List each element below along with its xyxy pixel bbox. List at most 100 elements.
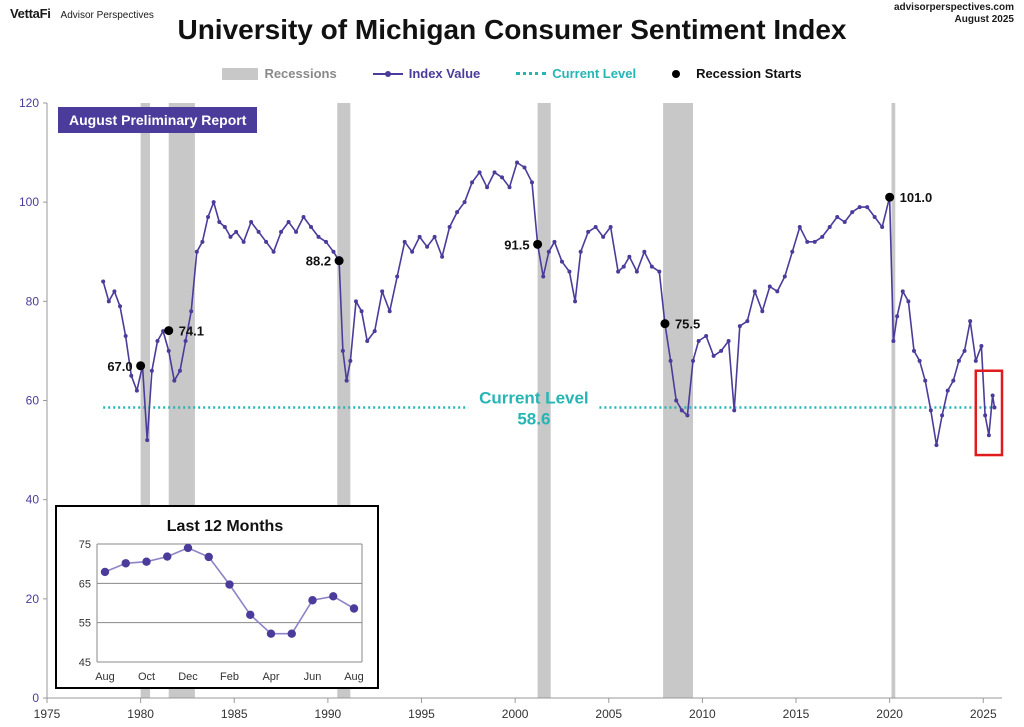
index-point — [986, 433, 991, 438]
index-point — [990, 393, 995, 398]
index-point — [906, 299, 911, 304]
y-tick-label: 100 — [19, 195, 39, 209]
index-point — [616, 269, 621, 274]
index-point — [279, 229, 284, 234]
index-point — [515, 160, 520, 165]
index-point — [696, 339, 701, 343]
index-point — [732, 408, 737, 413]
recession-start-marker — [334, 256, 344, 266]
index-point — [812, 239, 817, 244]
index-point — [172, 378, 177, 383]
index-point — [593, 224, 598, 229]
index-point — [979, 343, 984, 348]
index-point — [865, 205, 870, 210]
index-point — [546, 249, 551, 254]
recession-start-marker — [885, 192, 895, 202]
index-point — [353, 299, 358, 304]
recession-start-label: 75.5 — [675, 317, 700, 332]
inset-point — [121, 559, 130, 568]
inset-x-tick-label: Oct — [138, 671, 155, 683]
index-point — [745, 319, 750, 324]
index-point — [642, 249, 647, 254]
index-point — [183, 339, 188, 343]
brand-subtitle: Advisor Perspectives — [60, 10, 154, 21]
inset-point — [349, 604, 359, 613]
index-point — [228, 234, 233, 239]
y-tick-label: 0 — [32, 691, 39, 705]
inset-point — [183, 543, 193, 553]
index-point — [134, 388, 139, 393]
inset-y-tick-label: 55 — [79, 618, 91, 630]
index-point — [649, 264, 654, 269]
y-tick-label: 40 — [26, 493, 40, 507]
index-point — [106, 299, 111, 304]
index-point — [917, 358, 922, 363]
index-point — [331, 249, 336, 254]
index-point — [149, 368, 154, 373]
index-point — [529, 180, 534, 185]
x-tick-label: 2000 — [502, 707, 529, 721]
legend: Recessions Index Value Current Level Rec… — [0, 66, 1024, 81]
index-point — [586, 229, 591, 234]
x-tick-label: 1980 — [127, 707, 154, 721]
index-point — [790, 249, 795, 254]
index-point — [634, 269, 639, 274]
index-point — [432, 234, 437, 239]
index-point — [264, 239, 269, 244]
index-point — [222, 224, 227, 229]
recession-start-swatch — [672, 69, 681, 78]
x-tick-label: 1985 — [221, 707, 248, 721]
index-point — [679, 408, 684, 413]
index-point — [968, 319, 973, 324]
index-point — [900, 289, 905, 294]
index-point — [601, 234, 606, 239]
index-point — [940, 413, 945, 418]
index-point — [129, 373, 134, 378]
brand: VettaFi Advisor Perspectives — [10, 6, 154, 21]
index-point — [962, 348, 967, 353]
inset-x-tick-label: Jun — [304, 671, 322, 683]
index-point — [417, 234, 422, 239]
index-point — [309, 224, 314, 229]
index-point — [522, 165, 527, 170]
index-point — [691, 358, 696, 363]
index-point — [166, 348, 171, 353]
index-point — [578, 249, 583, 254]
legend-index-label: Index Value — [408, 66, 481, 81]
index-point — [842, 220, 847, 224]
index-point — [668, 358, 673, 363]
index-point — [685, 413, 690, 418]
index-point — [782, 274, 787, 279]
index-point — [704, 334, 709, 339]
recession-start-marker — [660, 319, 670, 329]
index-point — [256, 229, 261, 234]
index-point — [380, 289, 385, 294]
index-point — [440, 254, 445, 259]
index-point — [507, 185, 512, 190]
index-point — [316, 234, 321, 239]
index-point — [737, 324, 742, 329]
brand-logo: VettaFi — [10, 6, 51, 21]
index-point — [857, 205, 862, 210]
y-tick-label: 120 — [19, 96, 39, 110]
index-point — [726, 339, 731, 343]
index-point — [118, 304, 123, 309]
index-point — [934, 443, 939, 448]
index-point — [992, 405, 997, 410]
inset-x-tick-label: Feb — [220, 671, 239, 683]
index-point — [194, 249, 199, 254]
index-point — [359, 309, 364, 314]
index-point — [850, 210, 855, 215]
index-point — [492, 170, 497, 175]
inset-point — [329, 592, 338, 601]
index-point — [951, 378, 956, 383]
index-point — [249, 220, 254, 224]
index-point — [177, 368, 182, 373]
inset-point — [287, 629, 296, 638]
recession-start-label: 91.5 — [504, 237, 529, 252]
index-point — [872, 215, 877, 220]
current-level-value: 58.6 — [517, 409, 550, 428]
inset-x-tick-label: Apr — [262, 671, 279, 683]
index-point — [711, 353, 716, 358]
inset-x-tick-label: Aug — [95, 671, 115, 683]
